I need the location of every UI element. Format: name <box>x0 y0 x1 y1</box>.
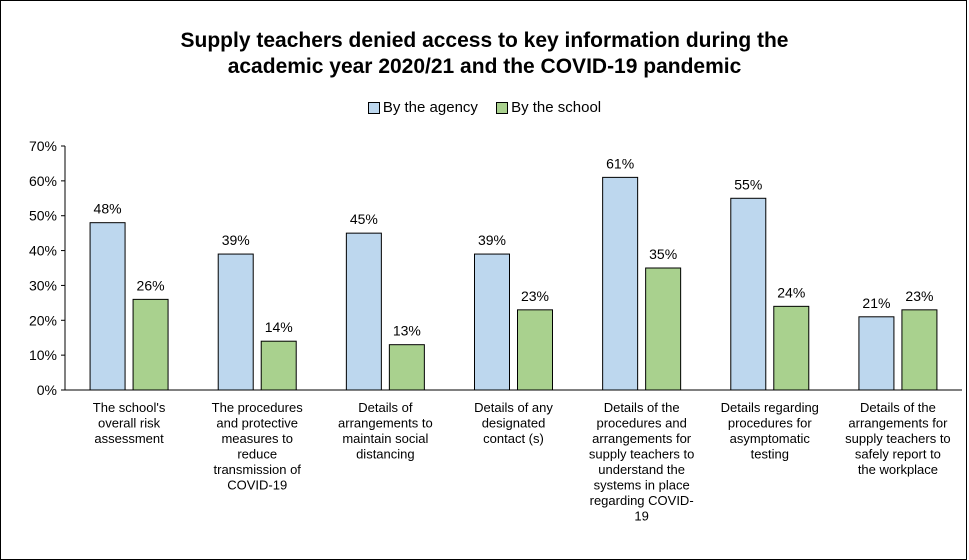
x-category-label-line: asymptomatic <box>730 431 811 446</box>
bar-agency <box>217 253 254 391</box>
y-tick-label: 30% <box>29 277 57 293</box>
x-category-label-line: arrangements for <box>592 431 692 446</box>
chart-title-line-2: academic year 2020/21 and the COVID-19 p… <box>227 55 742 78</box>
x-category-label-line: Details of any <box>474 400 553 415</box>
x-category-label-line: distancing <box>356 447 415 462</box>
bar-agency <box>602 176 639 391</box>
legend-label-agency: By the agency <box>382 99 478 116</box>
x-category-label-line: procedures and <box>596 416 686 431</box>
bar-agency <box>89 222 126 391</box>
x-category-label-line: maintain social <box>342 431 428 446</box>
bar-agency <box>858 316 895 391</box>
data-label-school: 35% <box>649 246 677 262</box>
x-category-label-line: measures to <box>221 431 293 446</box>
data-label-school: 23% <box>521 288 549 304</box>
data-label-agency: 39% <box>222 232 250 248</box>
data-label-agency: 21% <box>862 295 890 311</box>
chart-legend: By the agency By the school <box>0 99 969 118</box>
x-category-label-line: assessment <box>94 431 164 446</box>
bar-school <box>388 344 425 391</box>
data-label-school: 13% <box>393 323 421 339</box>
y-tick-label: 50% <box>29 208 57 224</box>
data-label-school: 24% <box>777 284 805 300</box>
data-label-agency: 48% <box>94 201 122 217</box>
y-tick-label: 60% <box>29 173 57 189</box>
x-category-label-line: Details of the <box>860 400 936 415</box>
x-category-label-line: transmission of <box>214 462 302 477</box>
data-label-school: 14% <box>265 319 293 335</box>
chart-title: Supply teachers denied access to key inf… <box>0 28 969 80</box>
x-category-label: Details of arrangements to maintain social… <box>338 400 433 462</box>
x-category-label-line: arrangements to <box>338 416 433 431</box>
x-category-label-line: testing <box>751 447 789 462</box>
x-category-label-line: The school's <box>93 400 166 415</box>
x-category-label-line: reduce <box>237 447 277 462</box>
legend-item-school: By the school <box>496 99 601 116</box>
x-category-label: Details regarding procedures for asymptoma… <box>721 400 819 462</box>
data-label-agency: 61% <box>606 155 634 171</box>
x-category-label-line: Details of the <box>604 400 680 415</box>
x-category-label-line: procedures for <box>728 416 812 431</box>
data-label-school: 23% <box>905 288 933 304</box>
x-category-label: Details of the arrangements for supply tea… <box>845 400 951 477</box>
x-category-label: Details of any designated contact (s) <box>474 400 553 446</box>
x-category-label: The school's overall risk assessment <box>93 400 166 446</box>
legend-item-agency: By the agency <box>367 99 478 116</box>
x-category-label-line: systems in place <box>594 478 690 493</box>
bar-agency <box>345 232 382 391</box>
x-category-label: Details of the procedures and arrangements… <box>589 400 695 524</box>
bar-school <box>901 309 938 391</box>
x-category-label-line: arrangements for <box>848 416 948 431</box>
x-category-label-line: Details regarding <box>721 400 819 415</box>
x-category-label-line: supply teachers to <box>845 431 951 446</box>
data-label-agency: 55% <box>734 176 762 192</box>
bar-school <box>260 340 297 391</box>
y-tick-label: 0% <box>37 382 57 398</box>
data-label-agency: 39% <box>478 232 506 248</box>
y-tick-label: 70% <box>29 138 57 154</box>
x-category-label-line: designated <box>482 416 546 431</box>
bar-school <box>132 298 169 391</box>
x-category-label-line: the workplace <box>858 462 938 477</box>
x-category-label-line: contact (s) <box>483 431 544 446</box>
bar-school <box>645 267 682 391</box>
x-category-label-line: regarding COVID- <box>590 493 694 508</box>
legend-swatch-school <box>496 101 509 114</box>
x-category-label-line: COVID-19 <box>227 478 287 493</box>
chart-title-line-1: Supply teachers denied access to key inf… <box>180 29 789 52</box>
x-category-label: The procedures and protective measures to r… <box>212 400 304 493</box>
legend-swatch-agency <box>367 101 380 114</box>
bar-school <box>517 309 553 391</box>
x-category-label-line: understand the <box>598 462 685 477</box>
data-label-school: 26% <box>137 277 165 293</box>
x-category-label-line: and protective <box>216 416 298 431</box>
x-category-label-line: Details of <box>358 400 413 415</box>
legend-label-school: By the school <box>511 99 602 116</box>
x-category-label-line: supply teachers to <box>589 447 695 462</box>
x-category-label-line: 19 <box>634 509 648 524</box>
y-tick-label: 40% <box>29 243 57 259</box>
x-category-label-line: safely report to <box>855 447 941 462</box>
bar-school <box>773 305 810 391</box>
y-tick-label: 20% <box>29 312 57 328</box>
bar-agency <box>474 253 510 391</box>
x-category-label-line: overall risk <box>98 416 161 431</box>
x-category-label-line: The procedures <box>212 400 304 415</box>
bar-agency <box>730 197 767 391</box>
y-tick-label: 10% <box>29 347 57 363</box>
data-label-agency: 45% <box>350 211 378 227</box>
